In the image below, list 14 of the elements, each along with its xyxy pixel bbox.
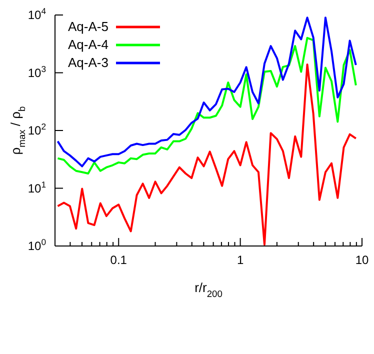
legend-label: Aq-A-5 xyxy=(68,18,108,36)
line-series xyxy=(56,16,357,168)
y-tick-label: 10$^{4}$ xyxy=(28,6,46,22)
y-tick-label: 10$^{2}$ xyxy=(28,122,46,138)
x-axis-title: r/r$_{200}$ xyxy=(194,280,222,299)
y-tick-label: 10$^{3}$ xyxy=(28,64,46,80)
y-tick-label: 10$^{0}$ xyxy=(28,237,46,253)
x-tick-label: 10 xyxy=(355,253,369,267)
y-tick-label: 10$^{1}$ xyxy=(28,179,46,196)
legend-label: Aq-A-3 xyxy=(68,54,108,72)
x-tick-label: 0.1 xyxy=(110,253,128,267)
x-tick-label: 1 xyxy=(236,253,244,267)
legend-label: Aq-A-4 xyxy=(68,36,108,54)
line-series xyxy=(56,36,357,175)
